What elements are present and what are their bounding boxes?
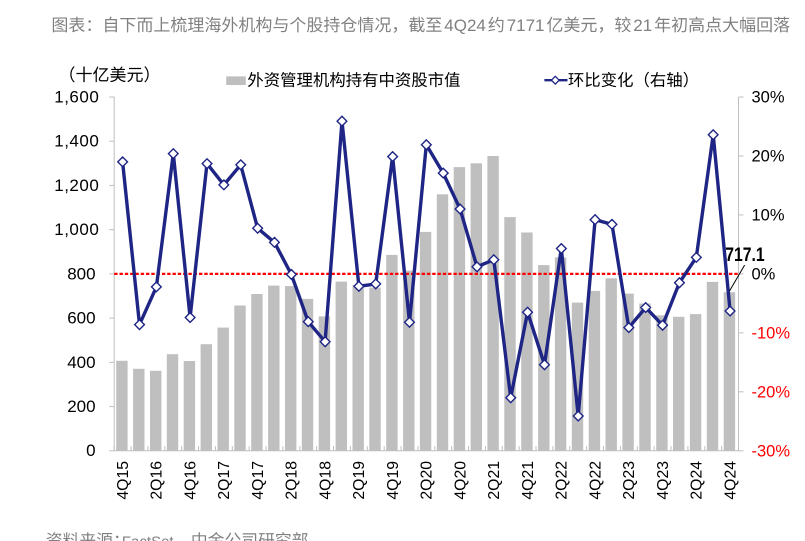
svg-text:4Q18: 4Q18 xyxy=(317,461,334,500)
svg-text:1,600: 1,600 xyxy=(54,87,99,106)
svg-text:0: 0 xyxy=(86,441,95,460)
svg-text:-30%: -30% xyxy=(752,443,791,461)
svg-text:4Q20: 4Q20 xyxy=(452,461,469,500)
svg-text:4Q22: 4Q22 xyxy=(587,461,604,500)
svg-text:2Q18: 2Q18 xyxy=(284,461,301,500)
svg-text:200: 200 xyxy=(67,397,95,416)
svg-text:4Q24: 4Q24 xyxy=(444,16,486,35)
svg-text:2Q24: 2Q24 xyxy=(689,461,706,500)
svg-text:2Q19: 2Q19 xyxy=(351,461,368,500)
svg-text:2Q23: 2Q23 xyxy=(621,461,638,500)
svg-text:1,000: 1,000 xyxy=(54,220,99,239)
svg-text:4Q16: 4Q16 xyxy=(182,461,199,500)
svg-text:30%: 30% xyxy=(752,89,785,107)
svg-text:4Q24: 4Q24 xyxy=(722,461,739,500)
svg-text:400: 400 xyxy=(67,353,95,372)
svg-text:4Q21: 4Q21 xyxy=(520,461,537,500)
svg-text:2Q16: 2Q16 xyxy=(149,461,166,500)
svg-text:2Q21: 2Q21 xyxy=(486,461,503,500)
svg-text:4Q17: 4Q17 xyxy=(250,461,267,500)
svg-text:FactSet: FactSet xyxy=(122,533,175,541)
svg-text:4Q19: 4Q19 xyxy=(385,461,402,500)
svg-text:600: 600 xyxy=(67,309,95,328)
svg-text:4Q15: 4Q15 xyxy=(115,461,132,500)
svg-text:20%: 20% xyxy=(752,148,785,166)
svg-text:800: 800 xyxy=(67,264,95,283)
svg-text:7171: 7171 xyxy=(507,16,545,35)
svg-text:717.1: 717.1 xyxy=(725,244,765,266)
svg-text:21: 21 xyxy=(633,16,652,35)
svg-text:-20%: -20% xyxy=(752,384,791,402)
svg-text:2Q20: 2Q20 xyxy=(419,461,436,500)
svg-text:0%: 0% xyxy=(752,266,776,284)
svg-text:2Q22: 2Q22 xyxy=(554,461,571,500)
svg-text:1,200: 1,200 xyxy=(54,176,99,195)
svg-text:-10%: -10% xyxy=(752,325,791,343)
svg-text:10%: 10% xyxy=(752,207,785,225)
svg-text:4Q23: 4Q23 xyxy=(655,461,672,500)
svg-text:2Q17: 2Q17 xyxy=(216,461,233,500)
svg-text:1,400: 1,400 xyxy=(54,132,99,151)
